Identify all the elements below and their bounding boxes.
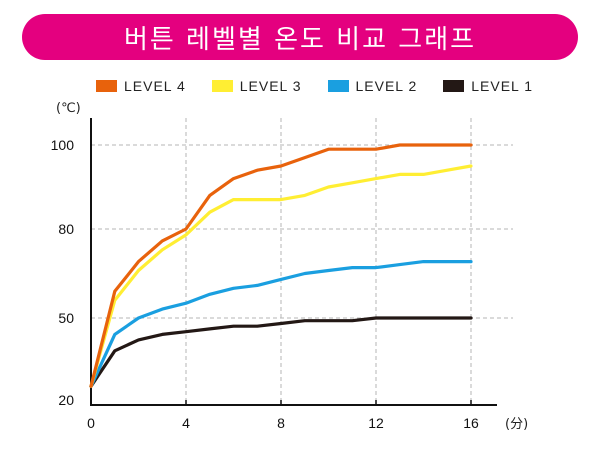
y-tick-label-50: 50 [58, 310, 74, 326]
x-tick-label-16: 16 [463, 415, 479, 431]
chart-title: 버튼 레벨별 온도 비교 그래프 [123, 24, 477, 55]
x-tick-label-12: 12 [368, 415, 384, 431]
y-tick-label-20: 20 [58, 392, 74, 408]
y-axis-unit: (℃) [56, 101, 81, 116]
legend-item-level-3: LEVEL 3 [211, 78, 302, 94]
legend-swatch-level-4 [96, 80, 117, 92]
legend-swatch-level-3 [211, 80, 233, 92]
legend-item-level-1: LEVEL 1 [443, 78, 533, 94]
series-line-level-3 [89, 164, 473, 388]
legend-label-level-4: LEVEL 4 [124, 78, 186, 94]
series-line-level-4 [89, 143, 473, 388]
title-banner: 버튼 레벨별 온도 비교 그래프 [22, 14, 578, 60]
y-tick-label-80: 80 [58, 221, 74, 237]
legend: LEVEL 4 LEVEL 3 LEVEL 2 LEVEL 1 [96, 78, 533, 94]
legend-item-level-4: LEVEL 4 [96, 78, 186, 94]
series-line-level-2 [89, 260, 473, 388]
legend-swatch-level-1 [443, 80, 465, 92]
legend-swatch-level-2 [327, 80, 349, 92]
legend-label-level-3: LEVEL 3 [239, 78, 302, 94]
series-line-level-1 [89, 316, 473, 388]
legend-label-level-1: LEVEL 1 [471, 78, 533, 94]
x-axis-unit: (分) [505, 417, 528, 432]
x-tick-label-8: 8 [277, 415, 285, 431]
y-tick-label-100: 100 [51, 137, 75, 153]
legend-label-level-2: LEVEL 2 [355, 78, 418, 94]
legend-item-level-2: LEVEL 2 [327, 78, 418, 94]
x-tick-label-0: 0 [87, 415, 95, 431]
x-tick-label-4: 4 [182, 415, 190, 431]
